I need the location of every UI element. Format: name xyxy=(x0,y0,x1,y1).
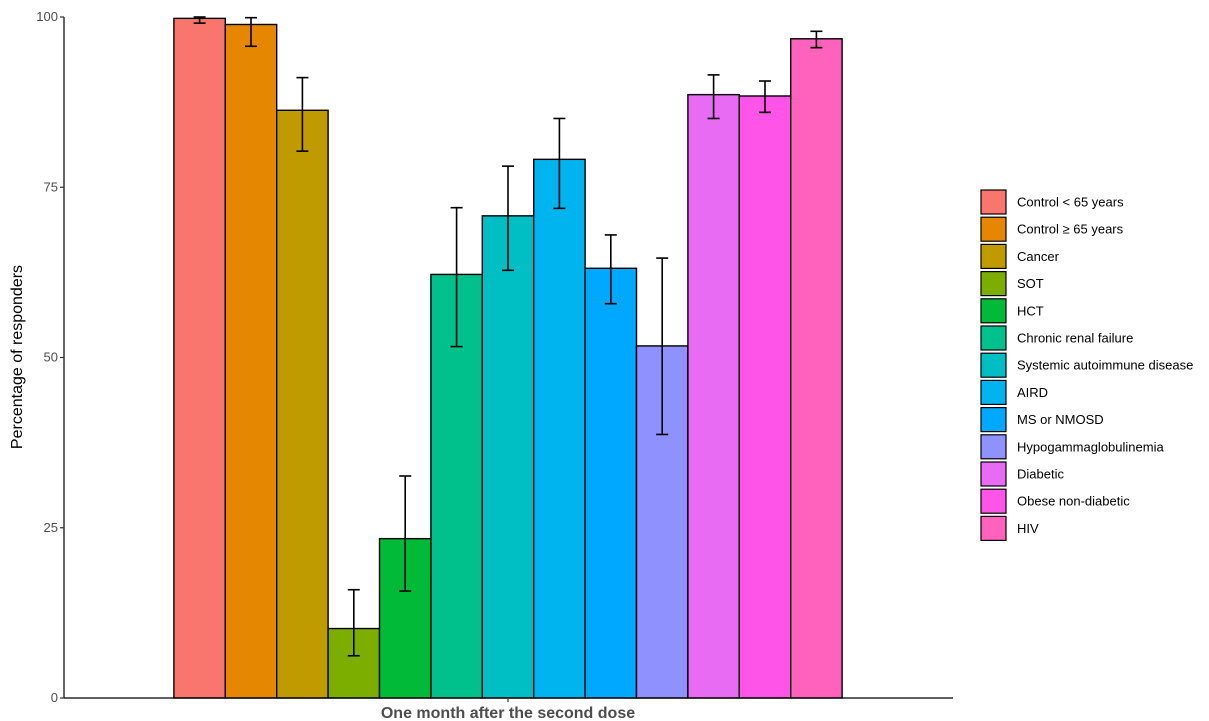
error-bar-7 xyxy=(502,165,514,272)
error-bar-4 xyxy=(347,588,360,657)
error-bar-8 xyxy=(553,117,566,210)
bar-12 xyxy=(738,95,792,699)
legend-label: Control ≥ 65 years xyxy=(1017,222,1124,237)
error-bar-6 xyxy=(450,206,463,348)
bar-9 xyxy=(584,267,638,699)
legend-label: MS or NMOSD xyxy=(1017,412,1104,427)
legend-item: Cancer xyxy=(980,243,1060,269)
y-tick-label: 75 xyxy=(44,179,58,194)
legend-key xyxy=(980,488,1007,514)
legend-item: HIV xyxy=(980,515,1039,542)
error-bar-10 xyxy=(656,257,669,436)
legend-item: Control < 65 years xyxy=(980,189,1124,215)
legend-key xyxy=(980,407,1007,433)
legend-item: Systemic autoimmune disease xyxy=(980,352,1193,378)
legend-label: HCT xyxy=(1017,303,1044,318)
legend: Control < 65 years Control ≥ 65 years Canc… xyxy=(980,189,1193,542)
legend-key xyxy=(980,352,1007,378)
legend-item: AIRD xyxy=(980,379,1048,405)
bar-11 xyxy=(687,93,741,699)
legend-label: HIV xyxy=(1017,521,1039,536)
legend-key xyxy=(980,243,1007,269)
legend-item: Diabetic xyxy=(980,461,1064,487)
error-bar-11 xyxy=(707,74,720,120)
legend-key xyxy=(980,325,1007,351)
error-bar-13 xyxy=(810,30,823,49)
legend-label: Chronic renal failure xyxy=(1017,331,1133,346)
error-bar-2 xyxy=(245,16,257,48)
legend-key xyxy=(980,434,1007,460)
legend-label: Obese non-diabetic xyxy=(1017,494,1130,509)
legend-item: Hypogammaglobulinemia xyxy=(980,434,1164,460)
legend-key xyxy=(980,271,1007,297)
legend-item: Obese non-diabetic xyxy=(980,488,1130,514)
bar-7 xyxy=(481,215,535,699)
legend-label: Control < 65 years xyxy=(1017,195,1124,210)
error-bar-5 xyxy=(399,475,412,592)
legend-item: SOT xyxy=(980,271,1044,297)
legend-item: MS or NMOSD xyxy=(980,407,1104,433)
x-axis-title: One month after the second dose xyxy=(381,705,635,721)
y-axis-title: Percentage of responders xyxy=(9,265,26,449)
bar-2 xyxy=(224,23,278,699)
y-tick-label: 25 xyxy=(44,520,58,535)
legend-item: Chronic renal failure xyxy=(980,325,1133,351)
legend-label: Cancer xyxy=(1017,249,1060,264)
error-bar-3 xyxy=(296,76,309,152)
bar-1 xyxy=(173,17,226,699)
legend-item: HCT xyxy=(980,298,1044,324)
y-axis: 0 25 50 75 100 xyxy=(36,9,65,705)
error-bar-12 xyxy=(759,80,771,114)
error-bar-1 xyxy=(193,16,206,24)
legend-label: AIRD xyxy=(1017,385,1048,400)
y-tick-label: 100 xyxy=(36,9,58,24)
x-axis: One month after the second dose xyxy=(64,697,953,721)
bar-8 xyxy=(533,158,586,699)
legend-label: Systemic autoimmune disease xyxy=(1017,358,1193,373)
legend-label: Hypogammaglobulinemia xyxy=(1017,439,1164,454)
bar-3 xyxy=(276,109,329,699)
legend-label: SOT xyxy=(1017,276,1044,291)
bar-13 xyxy=(790,38,843,699)
legend-key xyxy=(980,379,1007,405)
bars-group xyxy=(173,17,843,699)
y-tick-label: 50 xyxy=(44,350,58,365)
legend-key xyxy=(980,298,1007,324)
error-bars-group xyxy=(193,16,823,657)
legend-item: Control ≥ 65 years xyxy=(980,216,1124,242)
legend-key xyxy=(980,515,1007,542)
legend-label: Diabetic xyxy=(1017,467,1064,482)
legend-key xyxy=(980,216,1007,242)
y-tick-label: 0 xyxy=(51,690,58,705)
legend-key xyxy=(980,189,1007,215)
legend-key xyxy=(980,461,1007,487)
error-bar-9 xyxy=(604,234,617,305)
